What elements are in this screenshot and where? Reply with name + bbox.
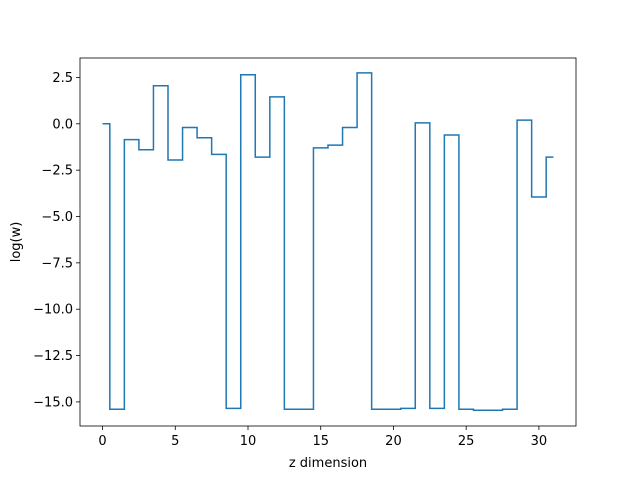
axes-frame [79, 57, 577, 427]
x-tick-label: 0 [98, 434, 106, 449]
y-tick-label: −12.5 [33, 349, 73, 364]
y-tick-label: −10.0 [33, 303, 73, 318]
y-tick-label: −2.5 [41, 164, 73, 179]
data-series-line [102, 72, 554, 411]
y-tick-label: 0.0 [52, 117, 73, 132]
y-tick-label: −5.0 [41, 210, 73, 225]
plot-area [102, 72, 554, 411]
x-axis-ticks: 0 5 10 15 20 25 30 [98, 426, 547, 449]
y-tick-label: 2.5 [52, 71, 73, 86]
y-tick-label: −7.5 [41, 256, 73, 271]
x-tick-label: 25 [458, 434, 475, 449]
x-tick-label: 15 [312, 434, 329, 449]
y-axis-label: log(w) [9, 222, 24, 263]
x-tick-label: 10 [240, 434, 257, 449]
x-axis-label: z dimension [289, 456, 367, 471]
x-tick-label: 5 [171, 434, 179, 449]
y-axis-ticks: 2.5 0.0 −2.5 −5.0 −7.5 −10.0 −12.5 −15.0 [33, 71, 80, 410]
y-tick-label: −15.0 [33, 395, 73, 410]
x-tick-label: 20 [385, 434, 402, 449]
x-tick-label: 30 [531, 434, 548, 449]
